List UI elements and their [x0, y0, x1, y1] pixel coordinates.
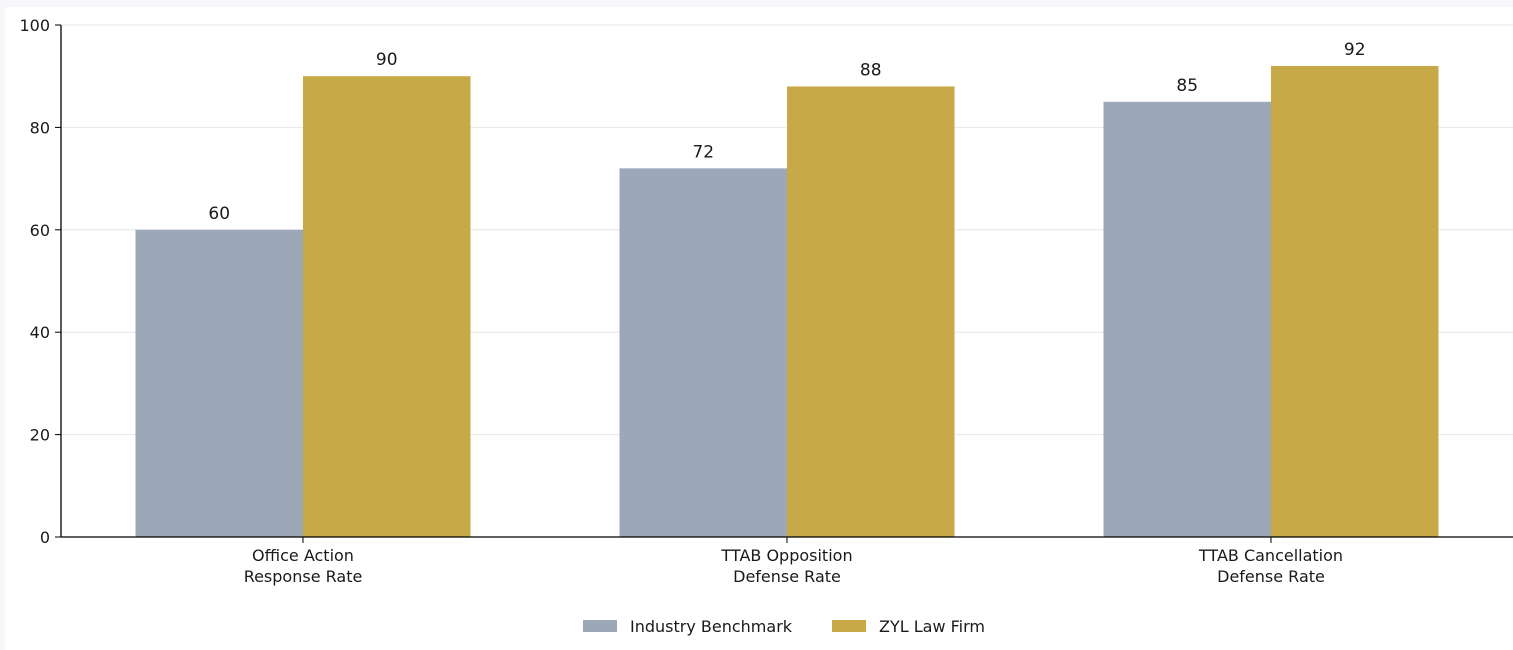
legend-swatch: [832, 620, 866, 632]
legend-label: Industry Benchmark: [630, 617, 793, 636]
y-tick-label: 60: [30, 221, 50, 240]
bar-value-label: 72: [692, 142, 714, 162]
bar-industry-benchmark: [619, 168, 787, 538]
bar-industry-benchmark: [135, 229, 303, 538]
y-tick-label: 100: [19, 16, 50, 35]
y-tick-label: 40: [30, 323, 50, 342]
legend-swatch: [583, 620, 617, 632]
bar-zyl-law-firm: [787, 86, 955, 537]
x-tick-label: Office Action: [252, 546, 354, 565]
axes: 0 20 40 60 80 100: [19, 16, 1513, 547]
x-tick-label: TTAB Opposition: [720, 546, 852, 565]
bar-value-label: 85: [1176, 76, 1198, 96]
bar-value-label: 60: [208, 204, 230, 224]
bar-industry-benchmark: [1103, 101, 1271, 538]
y-tick-label: 20: [30, 426, 50, 445]
y-tick-label: 0: [40, 528, 50, 547]
bar-value-label: 92: [1344, 40, 1366, 60]
x-tick-label: Response Rate: [244, 567, 363, 586]
bar-value-label: 88: [860, 60, 882, 80]
labels: 60 90 Office Action Response Rate 72 88 TTAB O…: [208, 40, 1365, 586]
bar-value-label: 90: [376, 50, 398, 70]
x-tick-label: Defense Rate: [1217, 567, 1325, 586]
bars: [135, 65, 1439, 538]
y-tick-label: 80: [30, 118, 50, 137]
bar-zyl-law-firm: [303, 76, 471, 537]
legend: Industry Benchmark ZYL Law Firm: [583, 617, 985, 636]
x-tick-label: Defense Rate: [733, 567, 841, 586]
legend-label: ZYL Law Firm: [879, 617, 985, 636]
x-tick-label: TTAB Cancellation: [1198, 546, 1343, 565]
bar-zyl-law-firm: [1271, 65, 1439, 538]
